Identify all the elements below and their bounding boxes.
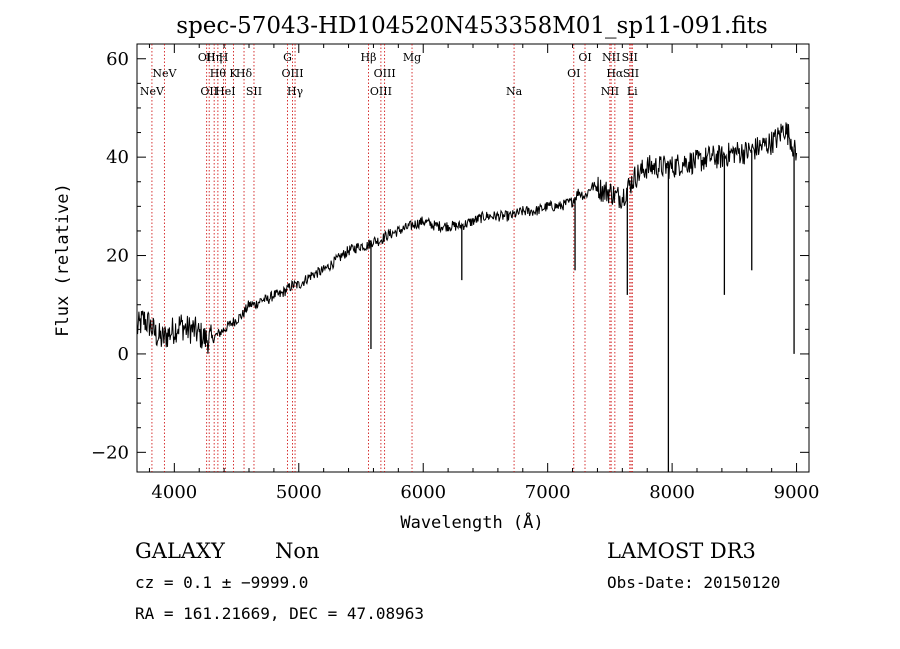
- y-tick-label-3: 40: [106, 147, 129, 168]
- survey-name: LAMOST DR3: [607, 539, 756, 563]
- line-marker-label-0: NeV: [140, 85, 165, 98]
- line-marker-label-14: Hβ: [360, 51, 376, 64]
- chart-title: spec-57043-HD104520N453358M01_sp11-091.f…: [176, 13, 767, 39]
- line-marker-label-23: NII: [601, 85, 619, 98]
- line-marker-labels: NeVNeVOIIOIIHηHθHHeIKHδSIIGOIIIHγHβOIIIO…: [140, 51, 639, 98]
- line-marker-label-13: Hγ: [287, 85, 304, 98]
- line-marker-label-26: Li: [627, 85, 638, 98]
- x-axis-label: Wavelength (Å): [400, 511, 543, 533]
- y-axis: −20 0 20 40 60: [91, 49, 809, 463]
- line-marker-label-7: HeI: [215, 85, 235, 98]
- object-subclass: Non: [275, 539, 320, 563]
- coordinates: RA = 161.21669, DEC = 47.08963: [135, 604, 424, 623]
- line-marker-label-19: OI: [578, 51, 591, 64]
- line-marker-label-6: H: [219, 51, 229, 64]
- x-tick-label-2: 6000: [400, 482, 446, 503]
- line-marker-label-18: Na: [506, 85, 523, 98]
- line-marker-label-5: Hθ: [210, 67, 227, 80]
- y-tick-label-2: 20: [106, 246, 129, 267]
- plot-area: NeVNeVOIIOIIHηHθHHeIKHδSIIGOIIIHγHβOIIIO…: [91, 43, 820, 503]
- line-marker-label-4: Hη: [206, 51, 222, 64]
- line-marker-label-25: SII: [623, 67, 639, 80]
- y-axis-label: Flux (relative): [53, 183, 73, 337]
- line-marker-label-10: SII: [246, 85, 262, 98]
- x-axis: 4000 5000 6000 7000 8000 9000: [148, 44, 820, 503]
- redshift-value: cz = 0.1 ± −9999.0: [135, 573, 308, 592]
- line-marker-label-16: OIII: [370, 85, 392, 98]
- line-marker-label-21: NII: [602, 51, 620, 64]
- x-tick-label-5: 9000: [774, 482, 820, 503]
- observation-date: Obs-Date: 20150120: [607, 573, 780, 592]
- line-markers: [151, 44, 633, 472]
- y-tick-label-0: −20: [91, 442, 129, 463]
- line-marker-label-17: Mg: [403, 51, 421, 64]
- line-marker-label-24: SII: [622, 51, 638, 64]
- plot-frame: [136, 43, 810, 473]
- x-tick-label-4: 8000: [649, 482, 695, 503]
- line-marker-label-3: OII: [200, 85, 218, 98]
- x-tick-label-0: 4000: [151, 482, 197, 503]
- y-tick-label-1: 0: [118, 344, 129, 365]
- x-tick-label-1: 5000: [276, 482, 322, 503]
- spectrum-series: [136, 122, 798, 354]
- absorption-dips: [370, 149, 795, 472]
- line-marker-label-12: OIII: [282, 67, 304, 80]
- y-tick-label-4: 60: [106, 49, 129, 70]
- line-marker-label-2: OII: [198, 51, 216, 64]
- line-marker-label-15: OIII: [374, 67, 396, 80]
- object-class: GALAXY: [135, 539, 226, 563]
- line-marker-label-22: Hα: [606, 67, 624, 80]
- line-marker-label-9: Hδ: [236, 67, 253, 80]
- line-marker-label-20: OI: [567, 67, 580, 80]
- line-marker-label-8: K: [229, 67, 238, 80]
- line-marker-label-11: G: [283, 51, 292, 64]
- x-tick-label-3: 7000: [525, 482, 571, 503]
- line-marker-label-1: NeV: [152, 67, 177, 80]
